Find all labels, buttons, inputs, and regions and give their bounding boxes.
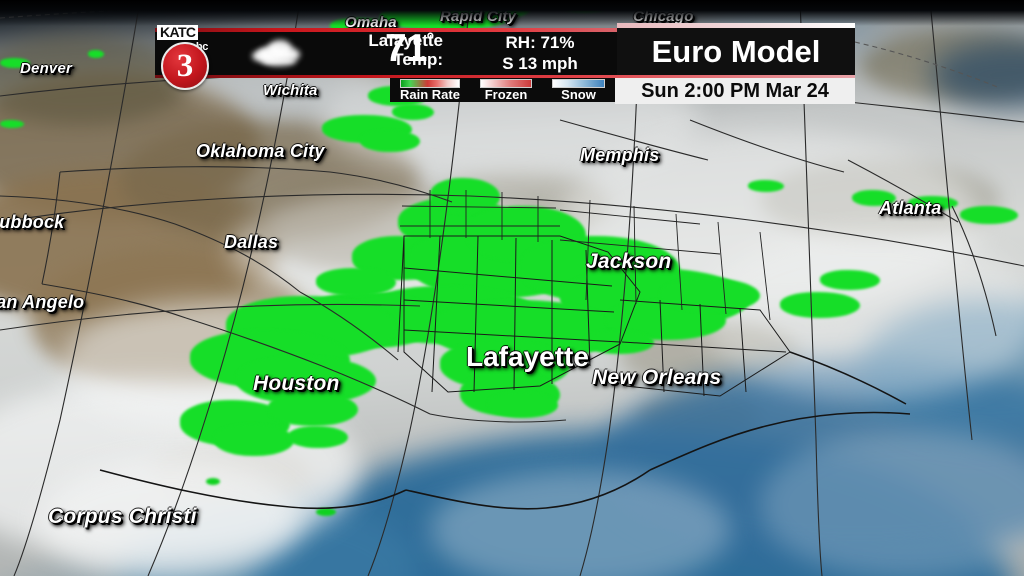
city-label: Oklahoma City [196, 141, 325, 161]
channel-3-badge: 3 [161, 42, 209, 90]
city-label: Wichita [263, 82, 318, 99]
legend-label: Snow [561, 87, 596, 102]
humidity-value: RH: 71% [505, 33, 575, 52]
legend-item: Frozen [470, 78, 542, 102]
wind-value: S 13 mph [502, 54, 578, 73]
legend-swatch [552, 79, 605, 88]
channel-number: 3 [176, 47, 194, 84]
location-label: Lafayette [368, 31, 443, 50]
valid-time-text: Sun 2:00 PM Mar 24 [641, 79, 829, 102]
katc-logo[interactable]: KATC abc 3 [157, 25, 219, 90]
map-horizon [0, 0, 1024, 26]
temperature-value: 71 [385, 27, 427, 70]
temperature-labels: Lafayette Temp: [308, 31, 443, 75]
city-label: Houston [253, 372, 340, 395]
legend-item: Snow [542, 78, 615, 102]
current-conditions-bar: Lafayette Temp: 71° RH: 71% S 13 mph Eur… [155, 23, 855, 81]
cloud-icon [250, 34, 306, 72]
model-name: Euro Model [651, 34, 821, 69]
city-label: Corpus Christi [48, 505, 197, 528]
city-label: Atlanta [879, 198, 942, 218]
legend-swatch [400, 79, 460, 88]
degree-symbol: ° [426, 30, 434, 52]
current-temperature: 71° [385, 27, 434, 71]
city-label: Denver [20, 60, 73, 77]
legend-label: Frozen [484, 87, 528, 102]
city-label: Dallas [224, 232, 279, 252]
humidity-wind-block: RH: 71% S 13 mph [475, 32, 605, 74]
city-label: Jackson [586, 250, 672, 273]
valid-time-box: Sun 2:00 PM Mar 24 [615, 78, 855, 104]
model-title-box: Euro Model [617, 23, 855, 81]
city-label: Lubbock [0, 212, 65, 232]
city-label: Memphis [580, 145, 660, 165]
precip-legend: Rain Rate Frozen Snow [390, 78, 615, 102]
temp-label: Temp: [393, 50, 443, 69]
legend-swatch [480, 79, 532, 88]
city-label: New Orleans [592, 366, 722, 389]
legend-label: Rain Rate [400, 87, 460, 102]
legend-item: Rain Rate [390, 78, 470, 102]
city-label: Lafayette [466, 341, 589, 372]
station-callsign: KATC [157, 25, 199, 40]
city-label: San Angelo [0, 292, 85, 312]
